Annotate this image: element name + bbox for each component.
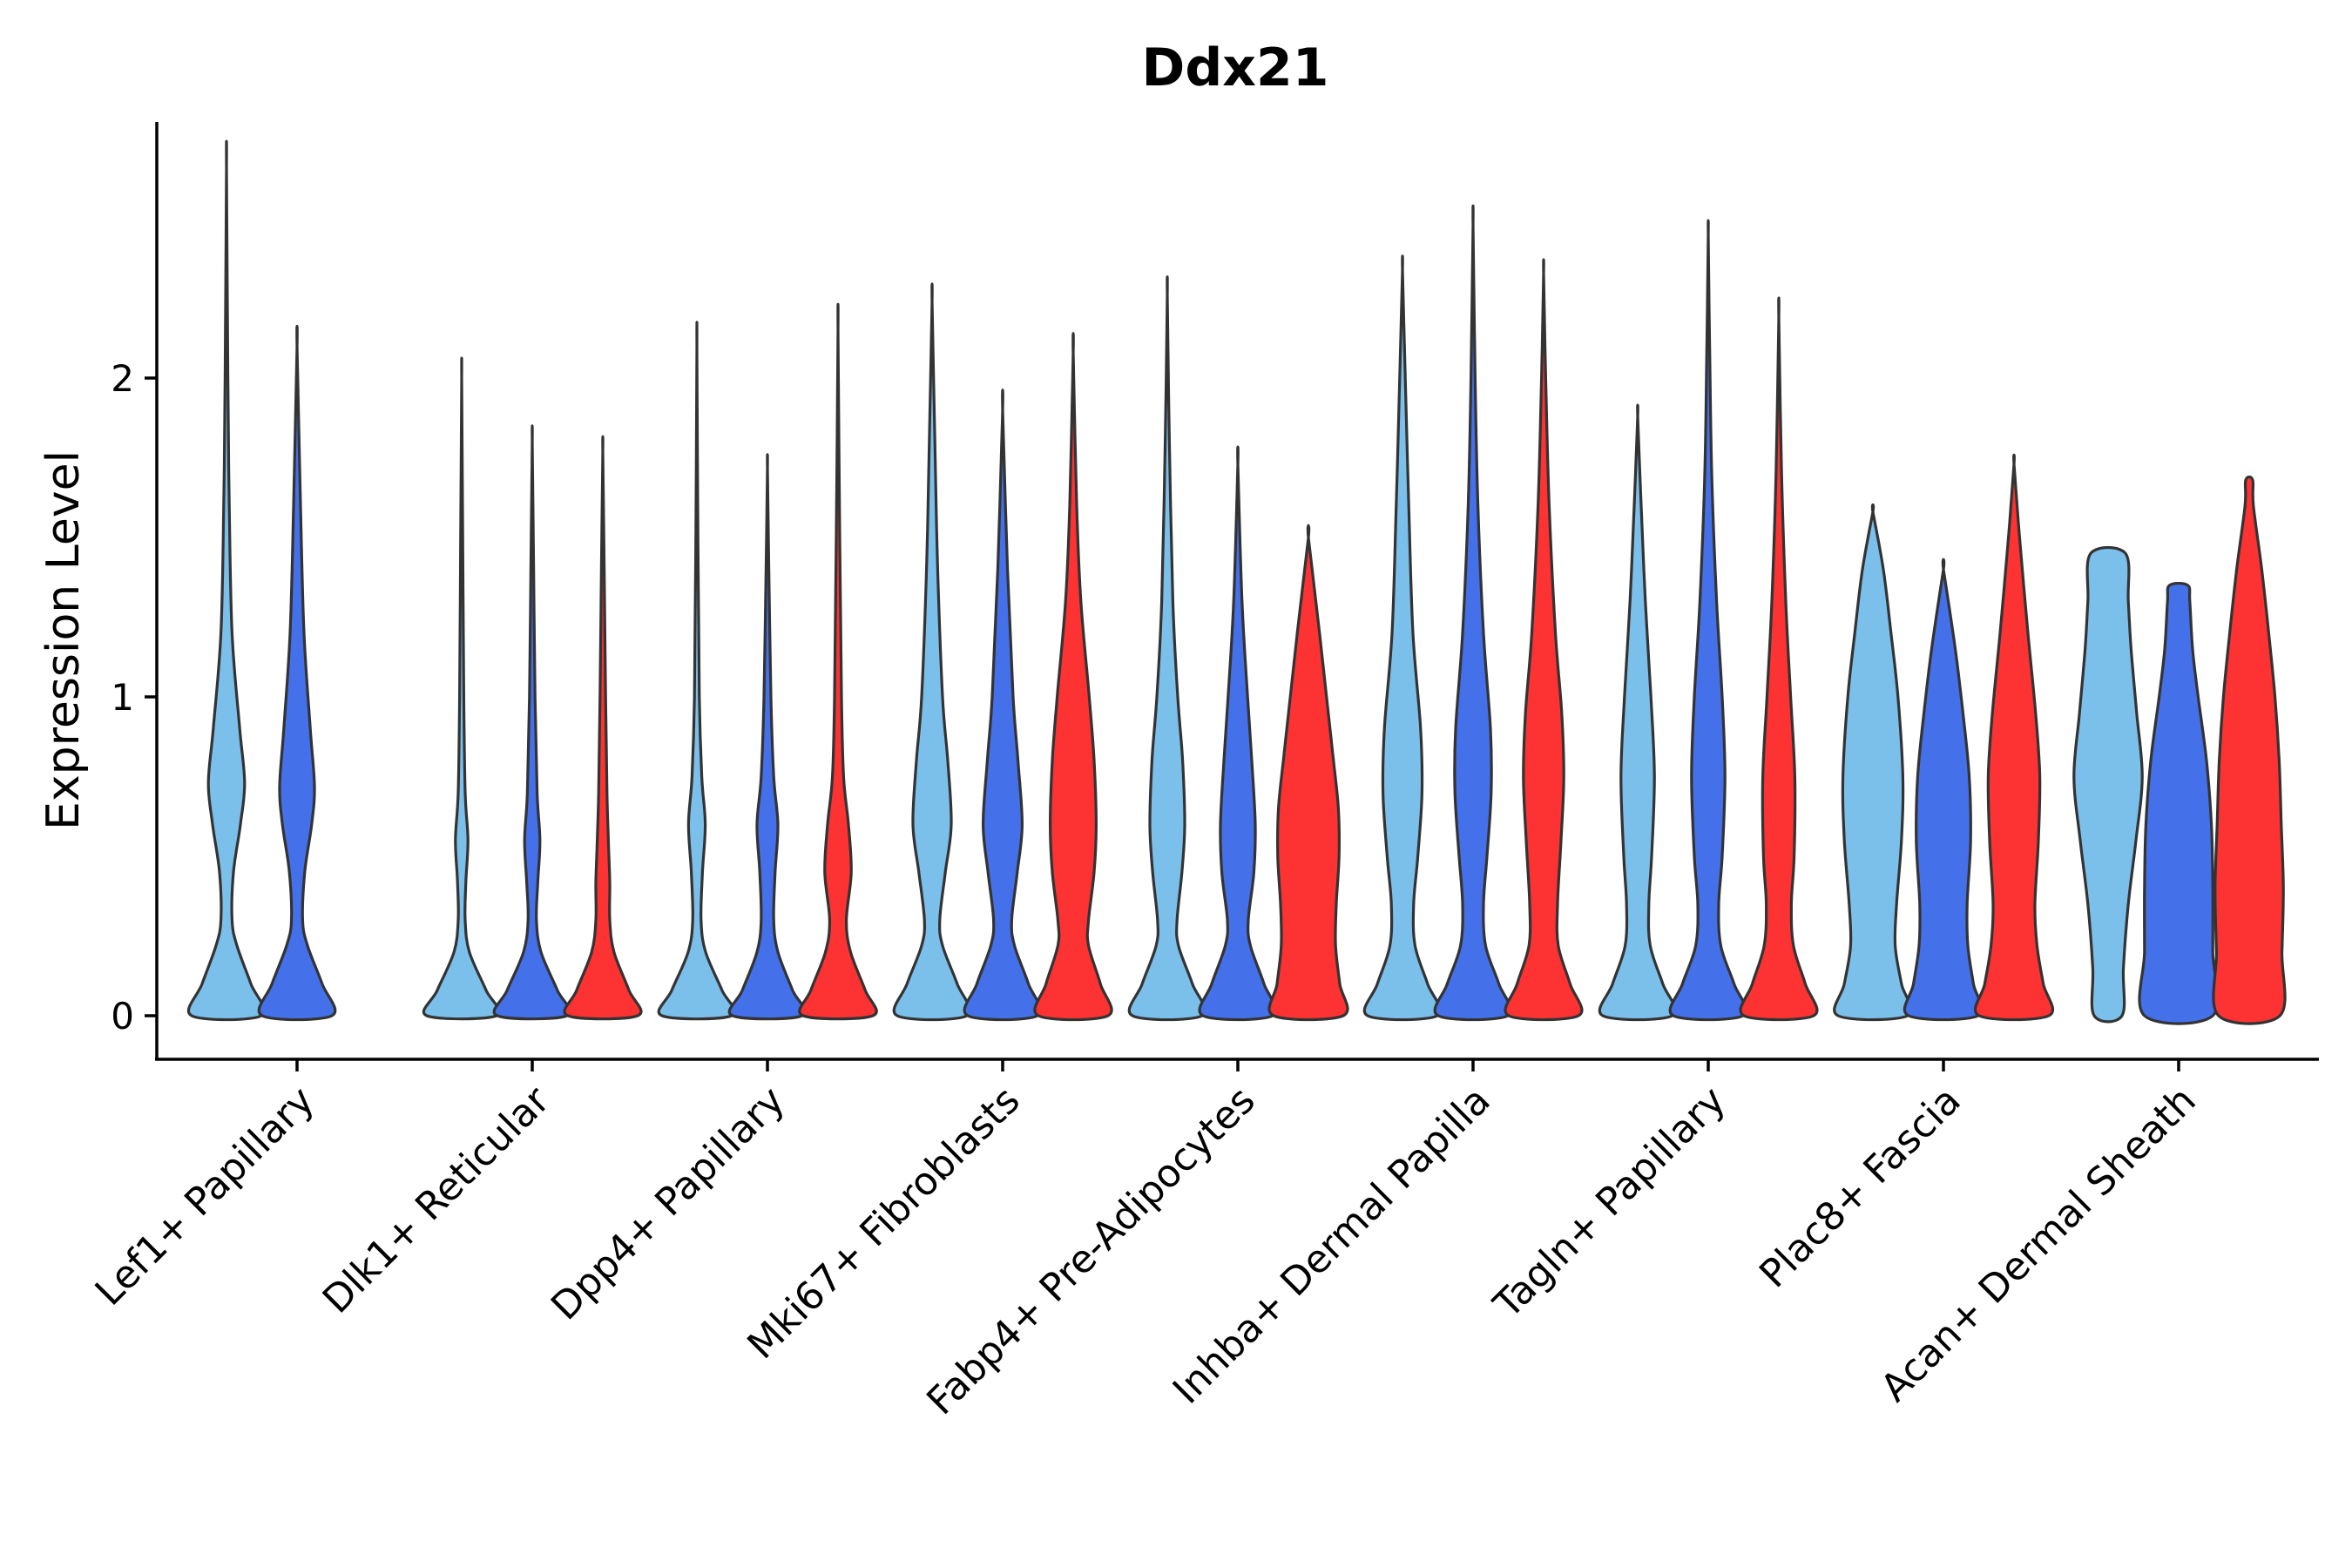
x-tick-label: Plac8+ Fascia [1751, 1078, 1970, 1297]
violin-3-0 [892, 282, 972, 1022]
y-axis-label: Expression Level [37, 450, 90, 830]
violin-7-0 [1833, 503, 1913, 1022]
y-tick-label: 0 [111, 995, 134, 1037]
violin-0-0 [186, 139, 267, 1022]
violin-8-1 [2138, 581, 2220, 1025]
violin-4-2 [1267, 524, 1349, 1022]
violin-1-0 [422, 356, 502, 1021]
violin-1-2 [563, 435, 643, 1021]
violin-1-1 [492, 424, 572, 1021]
violin-6-1 [1668, 219, 1748, 1022]
violin-5-2 [1504, 258, 1584, 1022]
violin-4-0 [1127, 275, 1207, 1022]
y-ticks: 0 1 2 [111, 357, 157, 1037]
violin-layer [186, 139, 2287, 1025]
violin-2-1 [727, 453, 808, 1021]
y-tick-label: 1 [111, 676, 134, 719]
violin-5-1 [1433, 204, 1513, 1022]
violin-4-1 [1198, 445, 1278, 1022]
y-tick-label: 2 [111, 357, 134, 400]
x-tick-label: Dpp4+ Papillary [543, 1078, 794, 1329]
violin-2-0 [657, 321, 737, 1021]
violin-3-2 [1033, 332, 1113, 1022]
violin-6-0 [1598, 403, 1678, 1022]
violin-7-2 [1973, 453, 2055, 1022]
chart-title: Ddx21 [1142, 37, 1329, 98]
x-tick-label: Dlk1+ Reticular [314, 1078, 559, 1322]
violin-8-0 [2072, 545, 2144, 1024]
violin-3-1 [963, 389, 1043, 1022]
x-tick-label: Lef1+ Papillary [87, 1078, 323, 1315]
violin-7-1 [1903, 558, 1984, 1022]
violin-8-2 [2212, 475, 2287, 1025]
violin-6-2 [1739, 296, 1819, 1022]
violin-0-1 [257, 324, 337, 1022]
violin-2-2 [798, 303, 878, 1021]
x-tick-label: Tagln+ Papillary [1485, 1078, 1734, 1328]
violin-5-0 [1362, 254, 1443, 1022]
